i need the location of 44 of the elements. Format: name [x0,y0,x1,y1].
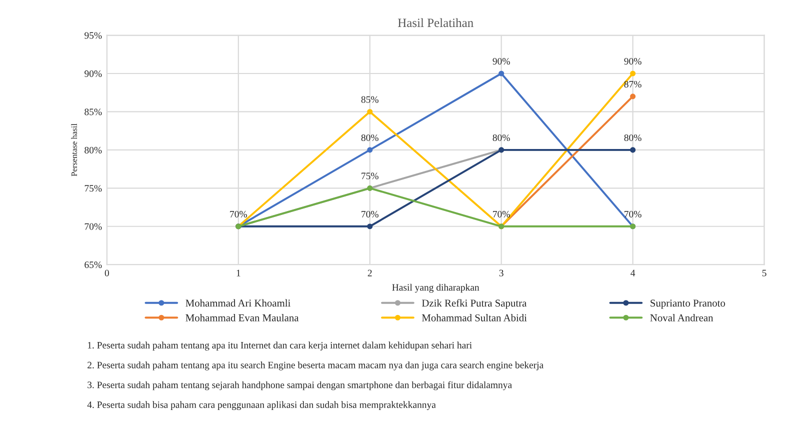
data-label: 70% [624,210,642,218]
data-label: 80% [361,134,378,142]
y-tick-label: 95% [84,32,102,39]
y-axis-title: Persentase hasil [71,124,77,176]
legend-label: Mohammad Sultan Abidi [422,314,527,322]
data-label: 70% [493,210,510,218]
point [367,147,373,153]
legend-label: Mohammad Evan Maulana [186,314,299,322]
data-label: 75% [362,172,378,180]
legend-label: Suprianto Pranoto [650,300,726,309]
y-tick-label: 65% [84,262,102,268]
x-tick-label: 1 [236,270,240,276]
text: 1. Peserta sudah paham tentang apa itu Internet dan cara kerja internet dalam kehidupan sehari hari [88,342,472,350]
point [367,108,373,114]
data-label: 85% [361,96,378,103]
x-tick-label: 4 [630,270,636,276]
y-tick-label: 75% [84,185,102,192]
legend-label: Noval Andrean [650,314,714,322]
point [630,70,636,76]
text: 4. Peserta sudah bisa paham cara penggunaan aplikasi dan sudah bisa mempraktekkannya [87,401,436,410]
point [630,94,636,100]
data-label: 80% [492,134,510,142]
data-label: 70% [362,210,378,218]
y-tick-label: 85% [84,108,102,116]
text: 2. Peserta sudah paham tentang apa itu search Engine beserta macam macam nya dan juga cara search engine bekerja [88,361,544,370]
legend-label: Dzik Refki Putra Saputra [422,299,527,309]
chart-title: Hasil Pelatihan [398,18,474,28]
point [498,70,504,76]
legend-label: Mohammad Ari Khoamli [186,299,290,307]
y-tick-label: 80% [84,146,102,154]
data-label: 70% [230,210,247,218]
x-tick-label: 2 [368,270,372,276]
x-tick-label: 5 [762,270,766,276]
data-label: 87% [624,80,642,88]
point [367,224,373,230]
data-label: 90% [624,58,642,65]
y-tick-label: 70% [84,223,102,230]
x-tick-label: 3 [499,270,504,276]
data-label: 80% [624,134,642,142]
text: 3. Peserta sudah paham tentang sejarah handphone sampai dengan smartphone dan berbagai fitur didalamnya [88,381,512,390]
data-label: 90% [492,58,510,65]
y-tick-label: 90% [84,70,102,77]
x-axis-title: Hasil yang diharapkan [392,284,480,293]
x-tick-label: 0 [104,270,109,276]
